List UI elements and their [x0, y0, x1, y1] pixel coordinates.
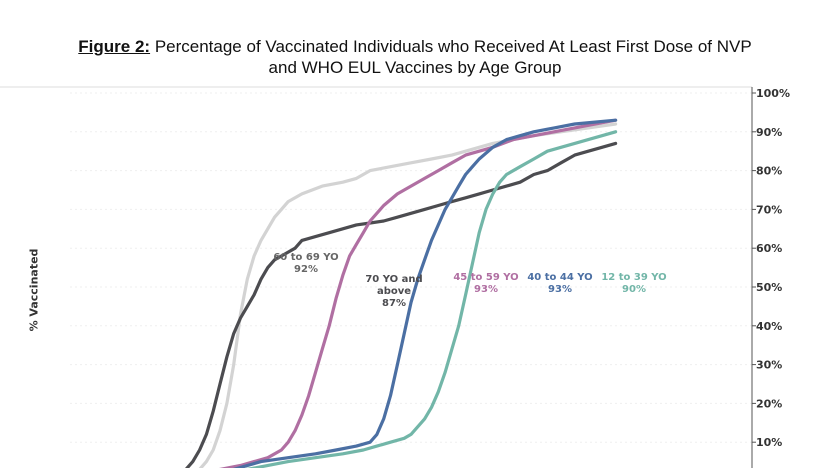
y-tick-label: 90% — [756, 126, 782, 139]
annotation-label: 60 to 69 YO — [273, 252, 338, 263]
annotation-label: 90% — [622, 284, 646, 295]
y-tick-label: 60% — [756, 242, 782, 255]
series-line-2 — [184, 141, 618, 468]
series-line-5 — [245, 130, 618, 468]
y-tick-label: 30% — [756, 359, 782, 372]
annotation-label: 45 to 59 YO — [453, 272, 518, 283]
series-line-1 — [198, 122, 618, 468]
y-tick-label: 80% — [756, 165, 782, 178]
y-tick-label: 50% — [756, 281, 782, 294]
annotation-label: 12 to 39 YO — [601, 272, 666, 283]
title-line-2: and WHO EUL Vaccines by Age Group — [268, 58, 562, 77]
annotation-label: above — [377, 286, 411, 297]
y-tick-label: 40% — [756, 320, 782, 333]
y-tick-label: 100% — [756, 87, 790, 100]
annotation-label: 87% — [382, 298, 406, 309]
y-tick-label: 10% — [756, 436, 782, 449]
title-text: Percentage of Vaccinated Individuals who… — [154, 37, 752, 56]
chart-title: Figure 2: Percentage of Vaccinated Indiv… — [0, 36, 830, 78]
y-tick-label: 20% — [756, 397, 782, 410]
annotation-label: 70 YO and — [365, 274, 422, 285]
annotation-label: 92% — [294, 264, 318, 275]
annotation-label: 93% — [474, 284, 498, 295]
y-tick-label: 70% — [756, 203, 782, 216]
figure-number: Figure 2: — [78, 37, 151, 56]
series-line-4 — [232, 118, 618, 468]
annotation-label: 40 to 44 YO — [527, 272, 592, 283]
annotation-label: 93% — [548, 284, 572, 295]
